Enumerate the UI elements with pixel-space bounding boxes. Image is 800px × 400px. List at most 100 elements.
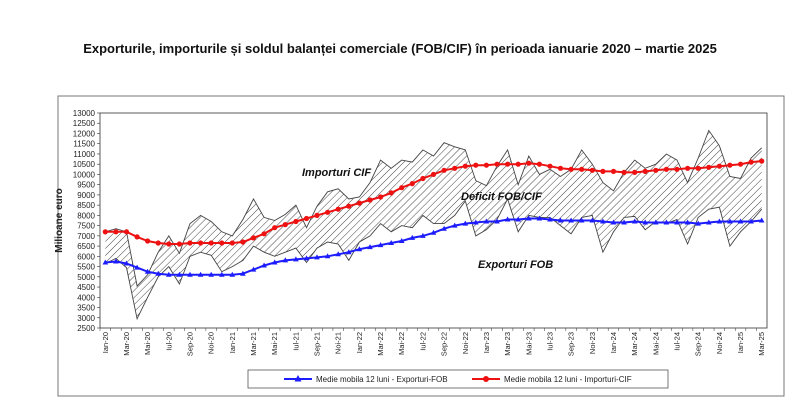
- legend-box: [247, 369, 669, 389]
- point-ma-exporturi: [504, 216, 511, 222]
- x-tick-label: Iul-21: [291, 332, 300, 351]
- point-ma-importuri: [441, 167, 447, 173]
- point-ma-exporturi: [166, 271, 172, 277]
- point-ma-exporturi: [462, 220, 469, 226]
- point-ma-exporturi: [589, 217, 596, 223]
- point-ma-importuri: [716, 163, 723, 169]
- point-ma-exporturi: [367, 244, 373, 250]
- annotation-importuri: Importuri CIF: [302, 167, 371, 179]
- point-ma-importuri: [505, 161, 511, 167]
- point-ma-importuri: [737, 161, 744, 167]
- y-tick-label: 4500: [77, 283, 95, 292]
- x-tick-label: Ian-22: [355, 332, 364, 353]
- point-ma-exporturi: [536, 215, 543, 221]
- x-tick-label: Mai-23: [524, 332, 533, 355]
- point-ma-exporturi: [346, 249, 352, 255]
- point-ma-exporturi: [758, 217, 765, 223]
- point-ma-exporturi: [642, 219, 648, 225]
- point-ma-exporturi: [451, 222, 458, 228]
- x-tick-label: Mar-24: [630, 332, 639, 356]
- point-ma-importuri: [600, 168, 606, 174]
- x-tick-label: Ian-21: [228, 332, 237, 353]
- annotation-deficit: Deficit FOB/CIF: [461, 191, 542, 203]
- point-ma-exporturi: [123, 260, 130, 266]
- x-tick-label: Iul-20: [164, 332, 173, 351]
- x-tick-label: Mar-22: [376, 332, 385, 356]
- point-ma-importuri: [272, 225, 278, 231]
- point-ma-exporturi: [113, 258, 119, 264]
- point-ma-importuri: [420, 175, 426, 182]
- point-ma-exporturi: [240, 270, 246, 276]
- point-ma-importuri: [145, 238, 151, 244]
- x-tick-label: Sep-22: [440, 332, 449, 356]
- point-ma-exporturi: [547, 216, 553, 222]
- y-tick-label: 5000: [77, 273, 95, 282]
- point-ma-exporturi: [303, 255, 310, 261]
- point-ma-exporturi: [494, 218, 500, 224]
- point-ma-importuri: [526, 160, 532, 166]
- point-ma-exporturi: [578, 217, 585, 223]
- point-ma-importuri: [536, 161, 543, 167]
- point-ma-exporturi: [144, 268, 151, 274]
- point-ma-exporturi: [663, 219, 670, 225]
- legend-marker-exports: [294, 375, 302, 382]
- y-tick-label: 9000: [77, 191, 95, 200]
- point-ma-importuri: [134, 234, 140, 240]
- point-ma-importuri: [388, 190, 394, 196]
- chart-frame: [57, 95, 785, 397]
- x-tick-label: Ian-24: [609, 332, 618, 353]
- point-ma-exporturi: [674, 219, 680, 225]
- point-ma-exporturi: [229, 271, 236, 277]
- point-ma-importuri: [346, 203, 352, 209]
- point-ma-importuri: [166, 241, 172, 247]
- x-tick-label: Mai-22: [397, 332, 406, 355]
- point-ma-importuri: [589, 167, 595, 173]
- point-ma-importuri: [621, 169, 627, 175]
- y-tick-label: 3000: [77, 314, 95, 323]
- point-ma-exporturi: [716, 218, 723, 224]
- point-ma-exporturi: [282, 257, 289, 263]
- point-ma-importuri: [176, 241, 182, 247]
- point-ma-importuri: [187, 240, 193, 246]
- point-ma-exporturi: [568, 217, 574, 223]
- y-tick-label: 5500: [77, 263, 95, 272]
- point-ma-exporturi: [748, 218, 754, 224]
- point-ma-importuri: [568, 166, 574, 172]
- point-ma-exporturi: [187, 271, 193, 277]
- y-tick-label: 9500: [77, 181, 95, 190]
- y-tick-label: 13000: [73, 109, 96, 118]
- point-ma-importuri: [430, 171, 437, 177]
- point-ma-importuri: [557, 165, 564, 171]
- point-ma-exporturi: [314, 254, 320, 260]
- point-ma-importuri: [452, 165, 458, 171]
- x-tick-label: Iul-22: [418, 332, 427, 351]
- y-tick-label: 7000: [77, 232, 95, 241]
- y-tick-label: 12000: [73, 129, 96, 138]
- x-tick-label: Ian-25: [736, 332, 745, 353]
- point-ma-importuri: [293, 218, 299, 225]
- x-tick-label: Noi-21: [334, 332, 343, 354]
- point-ma-importuri: [674, 166, 680, 172]
- point-ma-importuri: [367, 197, 373, 203]
- point-ma-importuri: [706, 164, 712, 170]
- point-ma-importuri: [113, 229, 119, 235]
- legend: Medie mobila 12 luni - Exporturi-FOB Med…: [247, 369, 669, 389]
- point-ma-exporturi: [483, 218, 490, 224]
- point-ma-importuri: [325, 209, 331, 215]
- point-ma-importuri: [515, 161, 521, 167]
- x-tick-label: Sep-20: [186, 332, 195, 356]
- y-tick-label: 8500: [77, 201, 95, 210]
- annotation-exporturi: Exporturi FOB: [478, 259, 553, 271]
- point-ma-importuri: [462, 163, 468, 169]
- x-tick-label: Mar-25: [757, 332, 766, 356]
- point-ma-exporturi: [684, 219, 691, 225]
- point-ma-importuri: [632, 169, 638, 175]
- point-ma-exporturi: [102, 259, 109, 265]
- point-ma-importuri: [759, 158, 765, 164]
- point-ma-importuri: [610, 168, 617, 174]
- point-ma-exporturi: [176, 271, 183, 277]
- point-ma-importuri: [155, 240, 161, 246]
- y-axis-label: Milioane euro: [54, 188, 65, 252]
- x-tick-label: Iul-23: [546, 332, 555, 351]
- point-ma-exporturi: [600, 218, 606, 224]
